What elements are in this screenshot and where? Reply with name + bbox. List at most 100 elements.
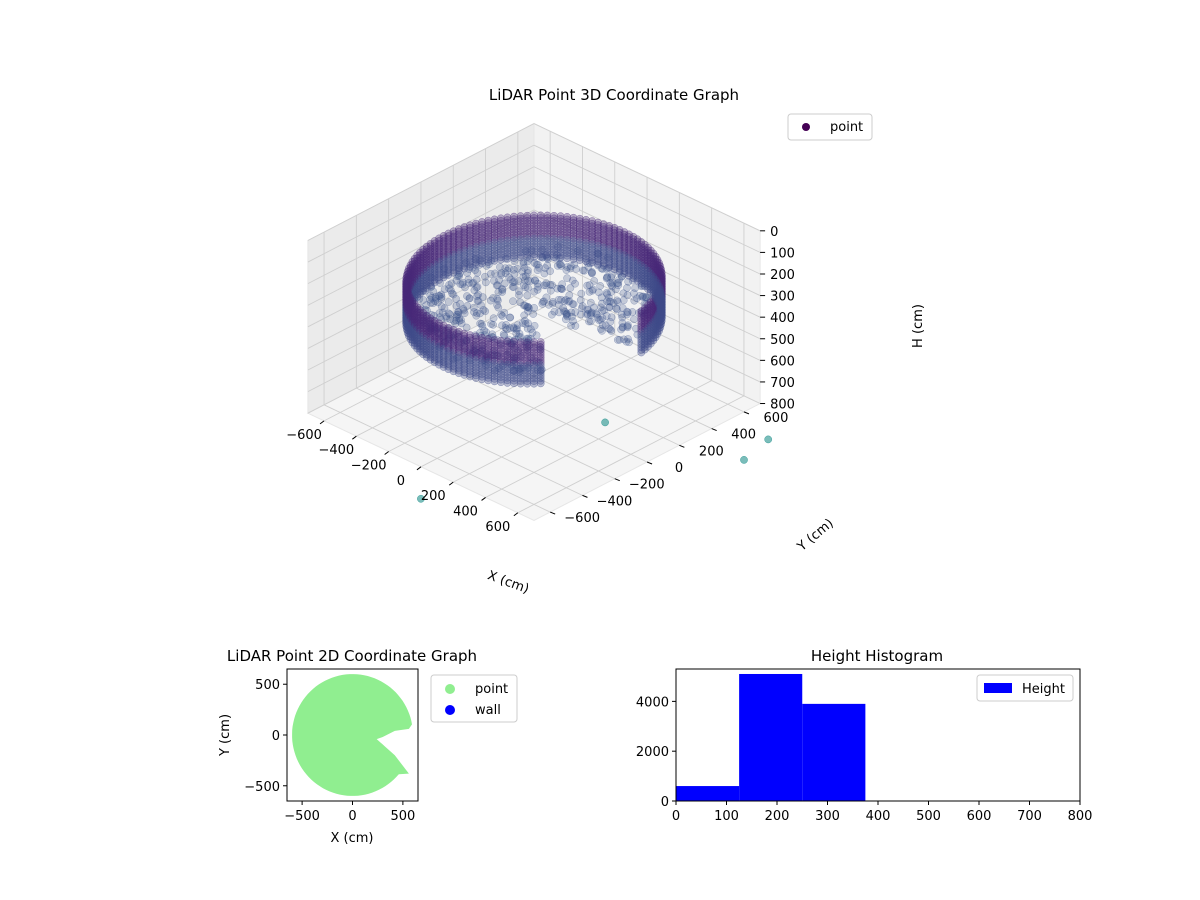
scatter-point-3d [561,315,570,324]
scatter-point-3d [534,282,542,291]
histogram-bar [676,786,740,801]
scatter-point-3d [555,308,563,317]
scatter-point-3d [489,333,497,342]
scatter-point-3d [506,313,515,322]
scatter-point-3d [518,319,527,327]
scatter-point-3d [452,295,460,303]
scatter-point-3d [602,289,611,297]
scatter-point-3d [533,266,542,275]
scatter-point-3d [499,330,508,339]
scatter-point-3d [607,313,616,322]
scatter-point-3d [595,288,603,297]
scatter-point-3d [584,306,593,314]
scatter-point-3d [515,287,523,296]
scatter-point-3d [509,265,518,274]
scatter-point-3d [562,266,571,274]
scatter-point-3d [431,297,440,306]
scatter-point-3d [493,301,501,309]
scatter-point-3d [597,325,605,333]
scatter-point-3d [633,294,641,303]
scatter-point-3d [426,291,435,300]
scatter-point-3d [555,260,564,269]
scatter-point-3d [633,276,642,285]
scatter-point-3d [501,269,510,278]
scatter-point-3d [501,264,510,273]
z-tick-label: 800 [770,398,795,413]
scatter-point-3d [480,326,489,335]
scatter-point-3d [448,289,456,298]
scatter-point-3d [596,282,605,290]
scatter-point-3d [534,260,542,269]
scatter-point-3d [481,307,490,316]
scatter-point-3d [556,284,565,293]
scatter-point-3d [482,262,491,270]
scatter-point-3d [540,297,548,306]
scatter-point-3d [546,286,555,295]
scatter-point-3d [587,268,596,277]
scatter-point-3d [464,278,473,287]
scatter-point-3d [455,314,464,323]
hist-x-tick-label: 300 [815,809,840,824]
scatter-point-3d [523,324,532,333]
scatter-point-3d [615,275,623,284]
scatter-point-3d [612,304,621,313]
scatter-point-3d [598,306,607,315]
y2d-tick-label: 0 [272,729,280,744]
scatter-point-3d [618,313,627,322]
scatter-point-3d [589,303,598,312]
scatter-point-3d [458,280,467,289]
scatter-point-3d [624,321,632,330]
scatter-point-3d [617,325,625,334]
scatter-point-3d [446,310,454,319]
scatter-point-3d [623,284,631,292]
y-tick-label: 200 [699,444,724,459]
scatter-point-3d [447,279,456,288]
scatter-point-3d [524,319,532,328]
scatter-point-3d [419,296,428,304]
scatter-point-3d [550,307,559,316]
scatter-point-3d [453,310,461,319]
scatter-point-3d [620,335,628,344]
grid-z-side [307,144,535,263]
scatter-point-3d [523,257,532,266]
scatter-point-3d [629,274,638,283]
grid-z-back [533,166,761,275]
scatter-point-3d [571,279,579,288]
scatter-point-3d [530,259,539,267]
chart-3d-zlabel: H (cm) [911,304,926,348]
scatter-point-3d [521,301,529,310]
scatter-point-3d [452,301,461,310]
scatter-point-3d [607,273,615,282]
y2d-tick-label: 500 [255,678,280,693]
z-tick-label: 600 [770,354,795,369]
scatter-point-3d [565,297,574,305]
scatter-point-3d [503,266,512,275]
histogram-legend: Height [976,674,1074,702]
scatter-point-3d [498,288,507,296]
scatter-point-3d [492,281,501,290]
scatter-point-3d [531,276,540,285]
scatter-point-3d [577,310,585,319]
scatter-point-3d [515,329,524,338]
scatter-point-3d [509,323,518,332]
scatter-point-3d [473,292,481,300]
scatter-point-3d [598,299,606,308]
scatter-point-3d [623,310,631,319]
scatter-point-3d [530,321,539,330]
scatter-point-3d [625,338,633,347]
scatter-point-3d [541,264,549,272]
scatter-point-3d [605,324,613,333]
scatter-point-3d [582,254,590,263]
scatter-point-3d [625,269,633,278]
y-tick-mark [582,494,588,498]
scatter-point-3d [566,264,575,273]
scatter-point-3d [556,260,565,269]
chart-3d-xlabel: X (cm) [485,568,531,597]
scatter-point-3d [524,284,532,292]
scatter-point-3d [641,293,650,301]
scatter-point-3d [529,310,538,318]
scatter-point-3d [486,296,495,305]
scatter-point-3d [505,264,513,273]
scatter-point-3d [434,291,443,300]
